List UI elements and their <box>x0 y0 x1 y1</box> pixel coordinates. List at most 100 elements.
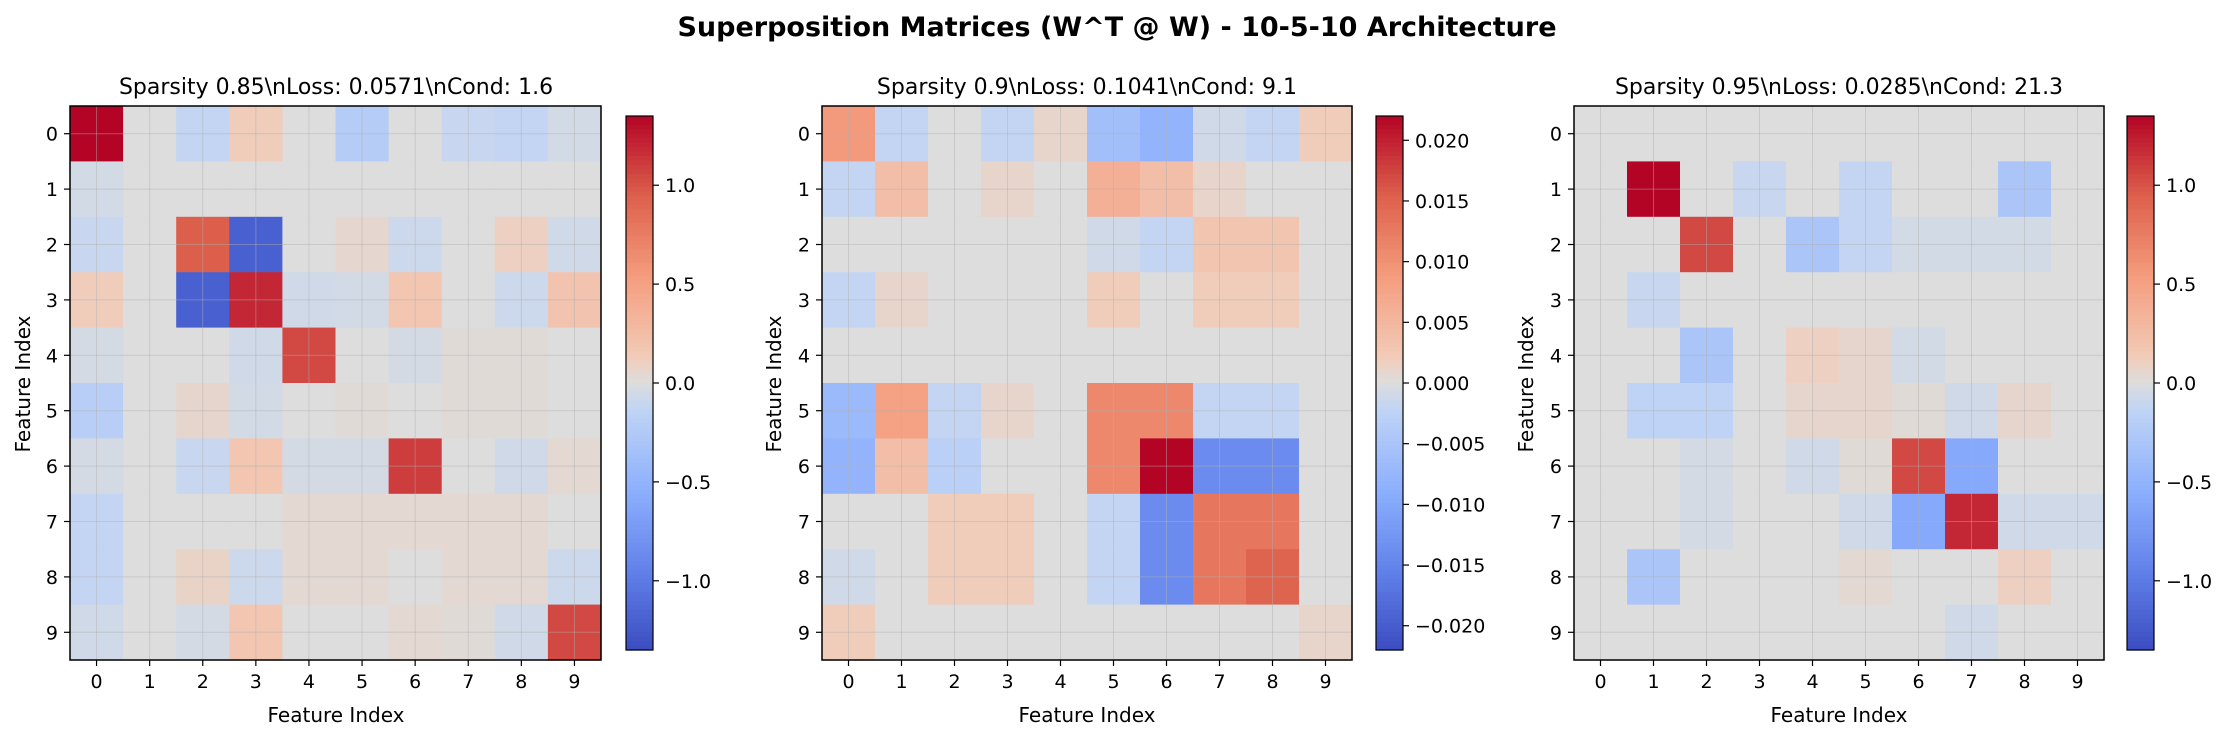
heatmap-cells <box>69 105 602 661</box>
colorbar-strip <box>1376 191 1403 197</box>
heatmap-cell <box>981 327 1035 384</box>
x-tick-label: 7 <box>1965 671 1977 693</box>
colorbar-tick-label: −0.015 <box>1415 555 1485 577</box>
colorbar-strip <box>2127 267 2154 273</box>
colorbar-strip <box>2127 636 2154 642</box>
colorbar-strip <box>2127 552 2154 558</box>
heatmap-cell <box>388 327 443 384</box>
heatmap-panel-2: Sparsity 0.9\nLoss: 0.1041\nCond: 9.1 Fe… <box>762 75 1485 727</box>
heatmap-cell <box>70 161 124 218</box>
colorbar-strip <box>1376 609 1403 615</box>
heatmap-cell <box>547 604 602 661</box>
colorbar-tick-label: −1.0 <box>665 571 711 593</box>
heatmap-cell <box>494 493 549 550</box>
heatmap-cell <box>928 106 982 162</box>
colorbar-tick-label: −0.5 <box>665 472 711 494</box>
x-tick-label: 8 <box>2018 671 2030 693</box>
colorbar-strip <box>1376 569 1403 575</box>
heatmap-cell <box>2051 383 2105 439</box>
colorbar-strip <box>626 338 653 344</box>
heatmap-cell <box>441 438 496 495</box>
colorbar-strip <box>2127 338 2154 344</box>
heatmap-cell <box>1574 438 1628 495</box>
y-tick-label: 4 <box>46 345 58 367</box>
heatmap-cell <box>282 549 337 606</box>
heatmap-cell <box>875 161 929 218</box>
colorbar-strip <box>1376 222 1403 228</box>
colorbar-strip <box>2127 116 2154 122</box>
heatmap-cell <box>1140 549 1194 606</box>
colorbar-strip <box>626 191 653 197</box>
colorbar-strip <box>1376 365 1403 371</box>
heatmap-cell <box>981 549 1035 606</box>
heatmap-cell <box>928 438 982 495</box>
colorbar-strip <box>1376 520 1403 526</box>
colorbar-strip <box>1376 169 1403 175</box>
heatmap-cell <box>1193 493 1247 550</box>
heatmap-cell <box>176 493 230 550</box>
y-tick-label: 8 <box>1550 567 1562 589</box>
y-tick-label: 5 <box>46 401 58 423</box>
colorbar-strip <box>2127 583 2154 589</box>
heatmap-cell <box>2051 161 2105 218</box>
colorbar-strip <box>626 414 653 420</box>
colorbar-strip <box>1376 262 1403 268</box>
colorbar-strip <box>626 218 653 224</box>
heatmap-cell <box>1839 383 1893 439</box>
colorbar-strip <box>2127 253 2154 259</box>
heatmap-cell <box>547 327 602 384</box>
heatmap-cell <box>2051 438 2105 495</box>
colorbar-strip <box>1376 538 1403 544</box>
colorbar-strip <box>626 614 653 620</box>
colorbar-strip <box>626 480 653 486</box>
heatmap-cell <box>1786 438 1840 495</box>
heatmap-cell <box>875 106 929 162</box>
colorbar-strip <box>626 316 653 322</box>
colorbar-strip <box>1376 641 1403 647</box>
heatmap-cell <box>494 327 549 384</box>
heatmap-cell <box>547 272 602 329</box>
x-tick-label: 7 <box>462 671 474 693</box>
colorbar-strip <box>626 302 653 308</box>
heatmap-cell <box>282 493 337 550</box>
colorbar-strip <box>626 173 653 179</box>
heatmap-cell <box>494 549 549 606</box>
panel-title: Sparsity 0.95\nLoss: 0.0285\nCond: 21.3 <box>1615 75 2063 100</box>
heatmap-cell <box>388 106 443 162</box>
y-tick-label: 9 <box>1550 622 1562 644</box>
colorbar-strip <box>1376 360 1403 366</box>
colorbar-strip <box>1376 276 1403 282</box>
colorbar-strip <box>2127 360 2154 366</box>
colorbar-strip <box>626 538 653 544</box>
colorbar-strip <box>2127 556 2154 562</box>
colorbar-strip <box>626 142 653 148</box>
colorbar-strip <box>626 520 653 526</box>
heatmap-cell <box>1998 549 2052 606</box>
heatmap-cell <box>2051 493 2105 550</box>
colorbar-strip <box>626 227 653 233</box>
heatmap-cell <box>1839 216 1893 273</box>
colorbar-strip <box>626 636 653 642</box>
colorbar-strip <box>2127 516 2154 522</box>
colorbar-strip <box>1376 547 1403 553</box>
heatmap-cell <box>1140 604 1194 661</box>
heatmap-cell <box>1945 549 1999 606</box>
heatmap-cell <box>875 438 929 495</box>
colorbar-strip <box>626 124 653 130</box>
colorbar-strip <box>2127 596 2154 602</box>
heatmap-cell <box>282 161 337 218</box>
x-tick-label: 9 <box>2071 671 2083 693</box>
colorbar-strip <box>2127 609 2154 615</box>
heatmap-cell <box>1087 106 1141 162</box>
colorbar-strip <box>1376 307 1403 313</box>
colorbar-strip <box>626 449 653 455</box>
heatmap-cell <box>1299 493 1353 550</box>
heatmap-cell <box>1892 327 1946 384</box>
colorbar-strip <box>1376 231 1403 237</box>
colorbar-strip <box>2127 472 2154 478</box>
heatmap-cell <box>1945 161 1999 218</box>
heatmap-cell <box>123 272 177 329</box>
heatmap-cell <box>1140 272 1194 329</box>
colorbar-strip <box>1376 120 1403 126</box>
colorbar-strip <box>1376 347 1403 353</box>
